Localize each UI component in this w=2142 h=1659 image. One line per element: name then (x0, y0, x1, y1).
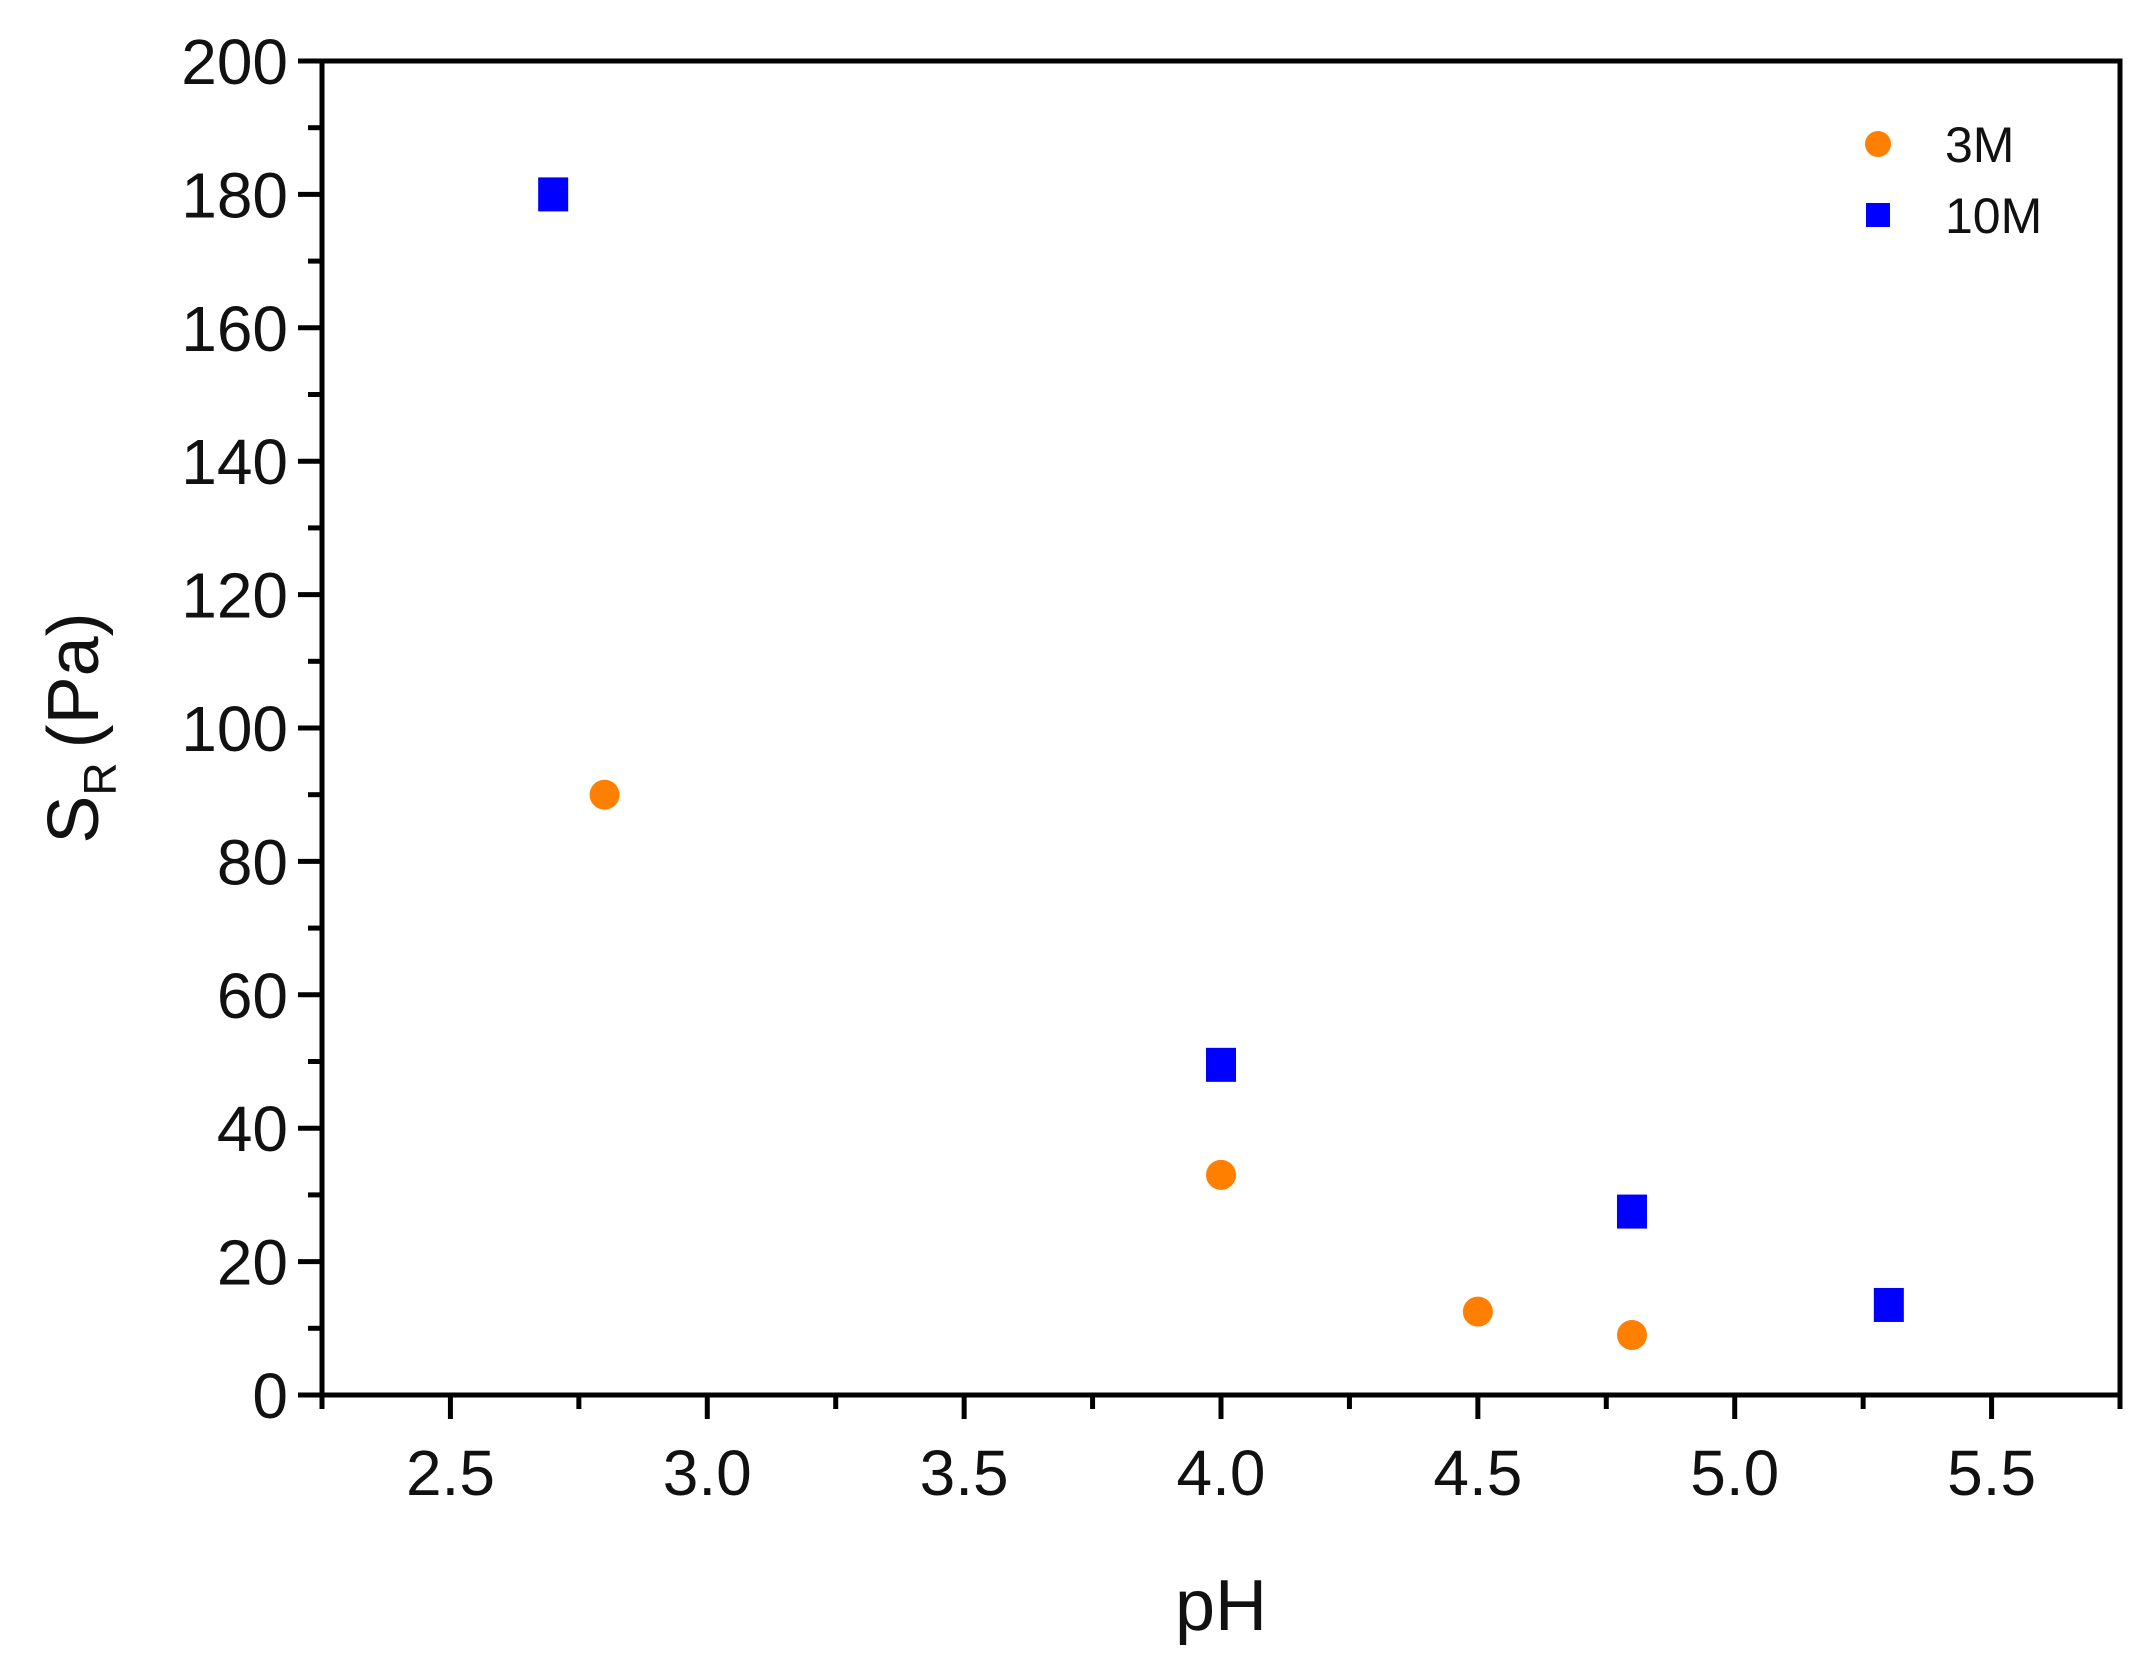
y-tick-label: 80 (217, 826, 288, 898)
y-tick-label: 140 (181, 426, 288, 498)
x-tick-labels: 2.5 3.0 3.5 4.0 4.5 5.0 5.5 (406, 1437, 2036, 1509)
y-axis-title-unit: (Pa) (34, 612, 114, 748)
y-tick-labels: 0 20 40 60 80 100 120 140 160 180 200 (181, 26, 288, 1432)
x-tick-label: 2.5 (406, 1437, 495, 1509)
data-point-3m (1616, 1319, 1647, 1350)
legend-marker-10m (1866, 203, 1890, 227)
x-tick-label: 4.5 (1433, 1437, 1522, 1509)
y-tick-label: 20 (217, 1227, 288, 1299)
data-point-10m (1616, 1194, 1647, 1229)
y-tick-label: 60 (217, 960, 288, 1032)
data-point-10m (538, 177, 569, 212)
data-point-10m (1873, 1287, 1904, 1322)
x-axis-title: pH (1175, 1566, 1267, 1646)
data-point-3m (1206, 1159, 1236, 1190)
y-axis-title-subscript: R (74, 762, 126, 795)
axis-ticks (298, 58, 2123, 1419)
y-tick-label: 200 (181, 26, 288, 98)
data-point-3m (1462, 1296, 1493, 1327)
data-point-3m (589, 779, 620, 810)
y-tick-label: 40 (217, 1093, 288, 1165)
x-tick-label: 3.5 (920, 1437, 1009, 1509)
legend-label: 10M (1945, 188, 2042, 244)
x-tick-label: 4.0 (1177, 1437, 1266, 1509)
legend-marker-3m (1865, 131, 1891, 157)
y-tick-label: 0 (252, 1360, 288, 1432)
x-tick-label: 5.5 (1947, 1437, 2036, 1509)
y-tick-label: 100 (181, 693, 288, 765)
x-tick-label: 3.0 (663, 1437, 752, 1509)
x-tick-label: 5.0 (1690, 1437, 1779, 1509)
y-axis-title-main: S (34, 796, 114, 844)
y-tick-label: 120 (181, 560, 288, 632)
y-tick-label: 180 (181, 159, 288, 231)
plot-frame (319, 58, 2123, 1398)
data-points (538, 177, 1904, 1350)
y-tick-label: 160 (181, 293, 288, 365)
y-axis-title: SR (Pa) (34, 612, 126, 843)
data-point-10m (1206, 1047, 1236, 1082)
legend-label: 3M (1945, 117, 2014, 173)
